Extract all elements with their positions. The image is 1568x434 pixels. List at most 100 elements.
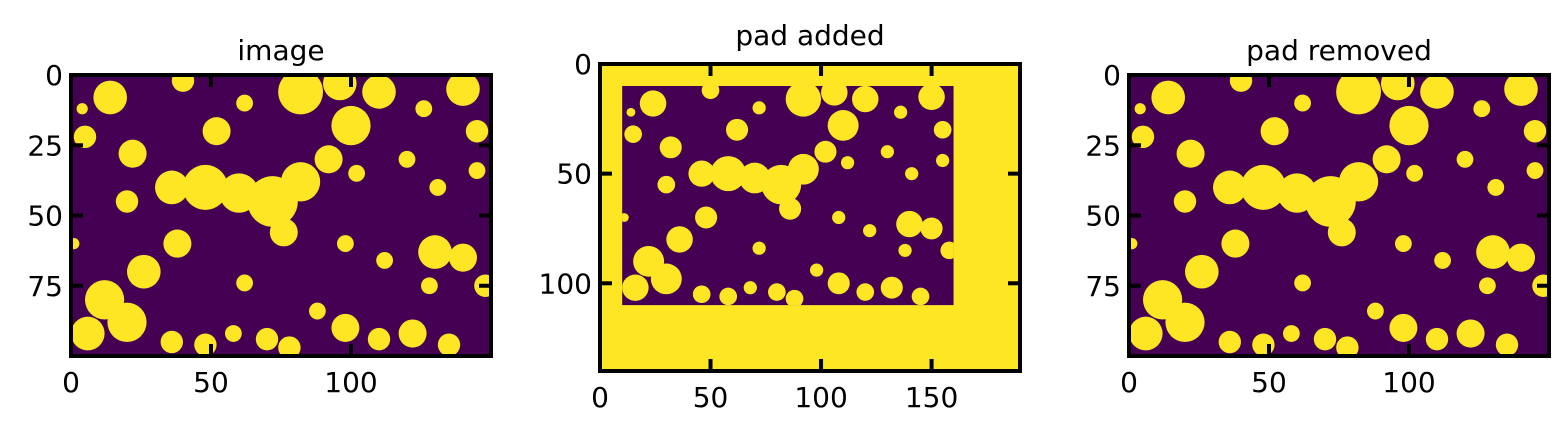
heatmap-blob xyxy=(1473,100,1491,118)
heatmap-blob xyxy=(810,263,824,277)
heatmap-blob xyxy=(626,107,636,117)
heatmap-blob xyxy=(331,105,371,146)
heatmap-blob xyxy=(1221,229,1250,258)
heatmap-blob xyxy=(1434,252,1451,269)
heatmap-blob xyxy=(933,121,952,139)
heatmap-blob xyxy=(367,327,391,351)
heatmap-blob xyxy=(827,272,850,295)
heatmap-blob xyxy=(171,75,195,92)
heatmap-blob xyxy=(622,274,649,301)
heatmap-blob xyxy=(76,103,88,115)
heatmap-blob xyxy=(314,145,343,174)
heatmap-blob xyxy=(1336,336,1359,356)
heatmap-blob xyxy=(449,243,477,272)
heatmap-blob xyxy=(863,224,877,238)
heatmap-blob xyxy=(1134,103,1146,115)
heatmap-blob xyxy=(688,160,715,187)
heatmap-blob xyxy=(1294,94,1311,112)
heatmap-blob xyxy=(348,164,365,182)
panel-pad-removed: pad removed 0 50 100 0 25 50 75 xyxy=(1085,34,1551,399)
heatmap-blob xyxy=(1507,243,1535,272)
heatmap-blob xyxy=(1456,319,1485,348)
heatmap-blob xyxy=(71,237,80,250)
heatmap-blob xyxy=(194,333,217,356)
heatmap-blob xyxy=(1523,119,1547,143)
heatmap-blob xyxy=(160,330,183,354)
y-tick-label: 25 xyxy=(1085,129,1121,162)
axes-frame xyxy=(598,62,1022,373)
heatmap-blob xyxy=(281,162,321,202)
heatmap-blob xyxy=(1218,330,1242,354)
heatmap-blob xyxy=(752,241,766,255)
heatmap-blob xyxy=(1129,237,1138,250)
heatmap-blob xyxy=(666,226,693,253)
heatmap-blob xyxy=(429,178,447,196)
x-tick-label: 0 xyxy=(62,366,80,399)
heatmap-blob xyxy=(376,252,393,269)
x-tick-label: 50 xyxy=(693,381,729,414)
heatmap-blob xyxy=(896,210,923,238)
y-tick-label: 0 xyxy=(574,48,592,81)
heatmap-blob xyxy=(1173,190,1197,213)
heatmap-blob xyxy=(183,164,228,210)
heatmap-blob xyxy=(415,100,433,118)
heatmap-blob xyxy=(398,150,416,168)
heatmap-blob xyxy=(1131,125,1155,149)
heatmap-blob xyxy=(692,285,711,304)
heatmap-blob xyxy=(418,235,452,269)
heatmap-blob xyxy=(905,167,919,181)
heatmap-blob xyxy=(1389,105,1429,146)
heatmap-blob xyxy=(421,277,438,295)
heatmap-blob xyxy=(1456,150,1474,168)
heatmap-blob xyxy=(362,75,396,109)
heatmap-blob xyxy=(856,283,875,301)
heatmap-blob xyxy=(437,333,461,356)
x-tick-label: 50 xyxy=(1251,366,1287,399)
heatmap-image xyxy=(622,85,954,306)
heatmap-blob xyxy=(1372,145,1401,174)
heatmap-blob xyxy=(155,170,189,205)
heatmap-blob xyxy=(768,283,786,301)
heatmap-blob xyxy=(1425,327,1449,351)
heatmap-blob xyxy=(1487,178,1505,196)
heatmap-blob xyxy=(446,75,480,106)
heatmap-blob xyxy=(1260,117,1289,146)
heatmap-blob xyxy=(1129,316,1163,351)
heatmap-blob xyxy=(202,117,231,146)
x-tick-label: 50 xyxy=(193,366,229,399)
heatmap-blob xyxy=(398,319,427,348)
heatmap-blob xyxy=(127,254,161,289)
x-tick-label: 150 xyxy=(905,381,958,414)
heatmap-blob xyxy=(1165,302,1205,342)
heatmap-blob xyxy=(814,140,837,163)
x-tick-label: 100 xyxy=(794,381,847,414)
heatmap-blob xyxy=(1151,80,1185,115)
x-tick-label: 0 xyxy=(591,381,609,414)
y-tick-label: 0 xyxy=(1103,59,1121,92)
heatmap-blob xyxy=(1229,75,1253,92)
heatmap-blob xyxy=(624,125,642,143)
heatmap-blob xyxy=(1381,75,1415,101)
heatmap-blob xyxy=(1283,325,1300,342)
heatmap-blob xyxy=(852,85,879,113)
y-tick-label: 75 xyxy=(27,270,63,303)
heatmap-blob xyxy=(1479,277,1496,295)
heatmap-blob xyxy=(236,274,254,292)
heatmap-blob xyxy=(278,336,301,356)
y-tick-label: 100 xyxy=(539,267,592,300)
heatmap-blob xyxy=(840,156,855,170)
heatmap-blob xyxy=(337,235,354,253)
heatmap-blob xyxy=(1504,75,1538,106)
heatmap-blob xyxy=(1495,333,1519,356)
heatmap-blob xyxy=(255,327,279,351)
heatmap-blob xyxy=(93,80,127,115)
panel-pad-added: pad added 0 50 100 150 0 50 100 xyxy=(539,19,1022,414)
heatmap-blob xyxy=(309,302,326,320)
heatmap-blob xyxy=(1420,75,1454,109)
heatmap-blob xyxy=(115,190,139,213)
y-tick-label: 0 xyxy=(45,59,63,92)
heatmap-blob xyxy=(880,145,894,159)
heatmap-blob xyxy=(107,302,147,342)
heatmap-blob xyxy=(695,206,718,229)
